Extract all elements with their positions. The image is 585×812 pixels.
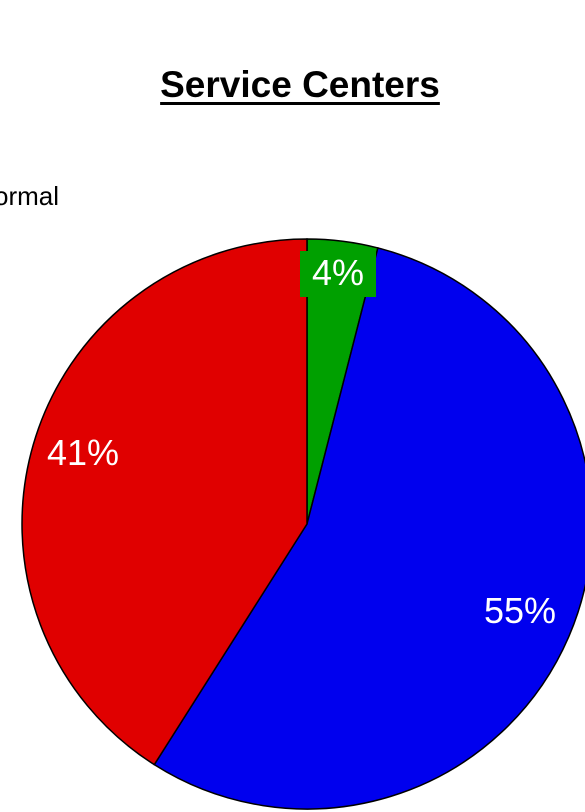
pie-label-4: 4% [312,252,364,293]
pie-labels: 4% 55% 41% [47,251,556,631]
pie-slice-55 [153,247,585,810]
chart-title: Service Centers [160,64,440,105]
pie-slices [21,238,585,810]
pie-label-background [300,251,376,297]
pie-label-41: 41% [47,432,119,473]
cutoff-legend-text: ormal [0,181,60,211]
pie-slice-41 [21,238,308,766]
pie-label-55: 55% [484,590,556,631]
